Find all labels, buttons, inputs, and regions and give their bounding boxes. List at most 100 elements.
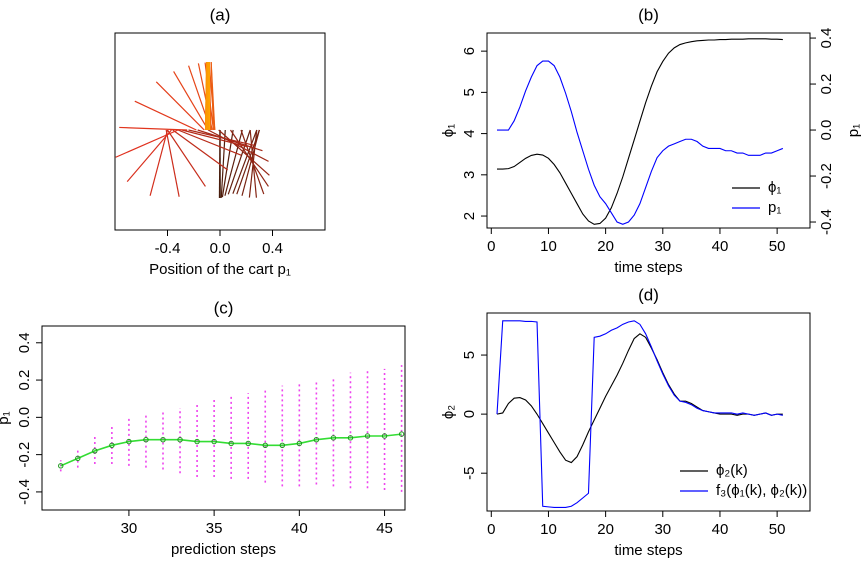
data-line [496,320,783,509]
mean-point [58,463,64,469]
x-tick-label: 10 [540,238,557,255]
x-tick-label: 50 [769,238,786,255]
x-tick-label: 40 [712,238,729,255]
pendulum-pole [241,129,260,196]
chart-title: (c) [214,298,234,317]
pendulum-pole [149,129,169,196]
x-axis-label: time steps [614,542,682,559]
y-axis-label: ϕ₁ [440,124,457,137]
pendulum-pole [224,129,243,196]
mean-point [398,431,405,437]
y2-tick-label: -0.2 [818,163,835,189]
legend-label: p₁ [768,199,781,216]
x-tick-label: 30 [654,238,671,255]
pendulum-pole [227,129,251,195]
y-tick-label: 6 [461,47,478,55]
mean-line [60,433,402,467]
pendulum-pole [207,129,269,162]
mean-point [211,438,217,445]
pendulum-pole [204,61,208,131]
data-line [497,60,784,225]
plot-frame [41,325,406,511]
x-axis-label: prediction steps [171,541,276,558]
data-line [497,38,783,225]
mean-point [92,448,98,454]
y-tick-label: 2 [461,212,478,220]
pendulum-pole [181,129,248,148]
pendulum-pole [134,100,197,131]
y2-axis-label: p₁ [845,124,862,137]
legend-label: f₃(ϕ₁(k), ϕ₂(k)) [716,482,807,499]
y-axis-label: p₁ [0,411,12,424]
mean-point [330,435,337,441]
x-tick-label: 30 [654,521,671,538]
x-tick-label: 20 [597,521,614,538]
legend-label: ϕ₁ [768,179,781,196]
y2-tick-label: 0.4 [818,28,835,49]
x-tick-label: 0 [487,521,495,538]
y-tick-label: 5 [461,351,478,359]
pendulum-pole [188,129,255,147]
x-tick-label: -0.4 [155,240,181,257]
chart-title: (a) [210,5,231,24]
x-tick-label: 0.0 [210,240,231,257]
x-tick-label: 0.4 [262,240,283,257]
y-tick-label: -0.4 [16,479,33,505]
x-tick-label: 20 [597,238,614,255]
pendulum-pole [126,129,172,183]
plot-frame [486,32,811,229]
y2-tick-label: -0.4 [818,209,835,235]
x-tick-label: 50 [769,521,786,538]
y-axis-label: ϕ₂ [440,405,457,419]
y-tick-label: -0.2 [16,442,33,468]
mean-point [381,433,388,439]
mean-point [347,435,354,441]
mean-point [177,437,183,443]
pendulum-pole [115,129,179,158]
pendulum-pole [232,129,258,194]
mean-point [194,438,200,445]
pendulum-pole [155,81,205,131]
pendulum-pole [172,129,229,171]
mean-point [109,442,115,449]
x-tick-label: 0 [487,238,495,255]
y-tick-label: 0.2 [16,370,33,391]
pendulum-pole [119,126,188,131]
legend-label: ϕ₂(k) [716,462,748,479]
y-tick-label: 3 [461,171,478,179]
pendulum-pole [167,129,206,187]
mean-point [228,440,234,447]
plot-frame [486,312,811,512]
mean-point [160,437,166,443]
mean-point [313,437,320,443]
y2-tick-label: 0.0 [818,120,835,141]
y-tick-label: 5 [461,88,478,96]
pendulum-pole [177,129,242,156]
x-tick-label: 10 [540,521,557,538]
mean-point [143,437,149,443]
y-tick-label: 4 [461,129,478,137]
y-tick-label: 0.0 [16,407,33,428]
x-tick-label: 30 [121,520,138,537]
pendulum-pole [173,71,209,131]
mean-point [262,442,268,449]
pendulum-pole [218,129,270,176]
x-axis-label: Position of the cart p₁ [149,261,291,278]
y-tick-label: -5 [461,467,478,480]
mean-point [75,455,81,462]
mean-point [126,438,132,445]
y-tick-label: 0 [461,410,478,418]
mean-point [279,442,285,449]
x-tick-label: 45 [376,520,393,537]
x-tick-label: 40 [712,521,729,538]
mean-point [296,440,303,447]
data-line [496,333,783,464]
chart-title: (d) [638,285,659,304]
mean-point [364,433,371,439]
x-axis-label: time steps [614,259,682,276]
y-tick-label: 0.4 [16,332,33,353]
pendulum-pole [197,129,263,152]
pendulum-pole [210,62,215,131]
chart-title: (b) [638,5,659,24]
